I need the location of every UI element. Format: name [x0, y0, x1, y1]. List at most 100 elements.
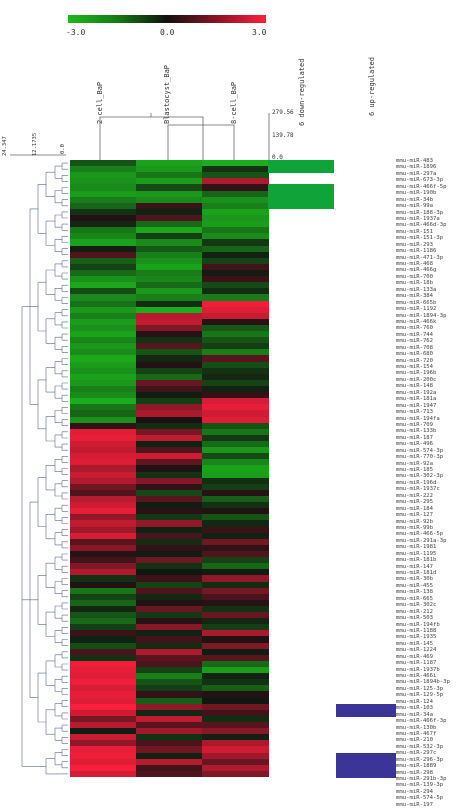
heatmap-cell: [202, 453, 269, 460]
heatmap-cell: [136, 214, 203, 222]
heatmap-cell: [202, 734, 269, 741]
row-label: mmu-miR-1937a: [396, 215, 440, 222]
row-label: mmu-miR-503: [396, 615, 434, 622]
row-label: mmu-miR-1224: [396, 647, 437, 654]
heatmap-cell: [202, 459, 269, 466]
row-label: mmu-miR-212: [396, 608, 434, 615]
heatmap-grid: [70, 160, 269, 778]
row-label: mmu-miR-770-3p: [396, 454, 444, 461]
heatmap-cell: [70, 685, 137, 692]
heatmap-cell: [202, 630, 269, 637]
heatmap-cell: [136, 630, 203, 637]
down-regulated-bar: [268, 184, 334, 192]
heatmap-cell: [136, 276, 203, 283]
heatmap-cell: [136, 673, 203, 680]
row-label: mmu-miR-200c: [396, 376, 437, 383]
heatmap-cell: [70, 367, 137, 375]
heatmap-cell: [70, 263, 137, 271]
heatmap-cell: [202, 526, 269, 534]
row-dendrogram-scale: [10, 154, 66, 156]
heatmap-cell: [70, 324, 137, 332]
heatmap-cell: [202, 581, 269, 589]
heatmap-cell: [70, 667, 137, 674]
heatmap-cell: [136, 324, 203, 332]
row-label: mmu-miR-222: [396, 492, 434, 499]
heatmap-cell: [136, 648, 203, 656]
heatmap-cell: [70, 428, 137, 436]
heatmap-cell: [136, 599, 203, 607]
heatmap-cell: [202, 422, 269, 430]
heatmap-cell: [136, 667, 203, 674]
heatmap-cell: [202, 306, 269, 314]
heatmap-cell: [70, 477, 137, 485]
heatmap-cell: [136, 447, 203, 454]
row-label: mmu-miR-680: [396, 351, 434, 358]
heatmap-cell: [202, 569, 269, 576]
heatmap-cell: [202, 685, 269, 692]
heatmap-cell: [202, 514, 269, 521]
heatmap-cell: [136, 697, 203, 705]
heatmap-cell: [136, 251, 203, 259]
heatmap-cell: [202, 214, 269, 222]
heatmap-cell: [202, 294, 269, 301]
heatmap-cell: [202, 392, 269, 399]
heatmap-cell: [70, 581, 137, 589]
row-label: mmu-miR-709: [396, 421, 434, 428]
heatmap-cell: [202, 239, 269, 246]
heatmap-cell: [202, 196, 269, 204]
row-label: mmu-miR-139-3p: [396, 782, 444, 789]
row-dendrogram-branches: [21, 162, 68, 775]
heatmap-cell: [70, 489, 137, 497]
heatmap-cell: [202, 471, 269, 479]
heatmap-cell: [136, 367, 203, 375]
heatmap-cell: [70, 722, 137, 729]
heatmap-cell: [136, 734, 203, 741]
row-label: mmu-miR-1894b-3p: [396, 679, 450, 686]
heatmap-cell: [202, 612, 269, 619]
heatmap-cell: [136, 569, 203, 576]
column-dendrogram: [99, 113, 270, 161]
row-label: mmu-miR-466f-3p: [396, 718, 447, 725]
row-label: mmu-miR-468: [396, 261, 434, 267]
heatmap-cell: [202, 263, 269, 271]
heatmap-cell: [202, 691, 269, 699]
heatmap-cell: [70, 764, 137, 772]
heatmap-cell: [202, 386, 269, 393]
row-label: mmu-miR-103: [396, 705, 434, 712]
heatmap-cell: [70, 184, 137, 192]
heatmap-cell: [202, 441, 269, 448]
heatmap-cell: [70, 532, 137, 540]
row-label: mmu-miR-1186: [396, 248, 437, 255]
heatmap-cell: [70, 447, 137, 454]
heatmap-cell: [136, 441, 203, 448]
heatmap-cell: [70, 392, 137, 399]
heatmap-cell: [136, 557, 203, 564]
heatmap-cell: [70, 715, 137, 723]
heatmap-cell: [202, 550, 269, 558]
heatmap-cell: [70, 202, 137, 210]
heatmap-cell: [136, 502, 203, 509]
heatmap-cell: [136, 722, 203, 729]
heatmap-cell: [136, 495, 203, 503]
row-label: mmu-miR-665: [396, 595, 434, 602]
heatmap-cell: [70, 227, 137, 234]
heatmap-cell: [70, 575, 137, 582]
row-label: mmu-miR-574-3p: [396, 447, 444, 454]
heatmap-cell: [136, 538, 203, 546]
down-regulated-bar: [268, 190, 334, 198]
heatmap-cell: [136, 587, 203, 595]
heatmap-cell: [136, 263, 203, 271]
heatmap-cell: [70, 569, 137, 576]
row-label: mmu-miR-455: [396, 582, 434, 589]
row-label: mmu-miR-194fa: [396, 415, 440, 422]
heatmap-cell: [202, 379, 269, 387]
heatmap-cell: [70, 373, 137, 381]
heatmap-cell: [70, 459, 137, 466]
heatmap-cell: [202, 654, 269, 662]
row-label: mmu-miR-185: [396, 467, 434, 473]
row-label: mmu-miR-196d: [396, 479, 437, 486]
heatmap-cell: [136, 373, 203, 381]
heatmap-cell: [136, 386, 203, 393]
heatmap-cell: [70, 172, 137, 179]
heatmap-cell: [70, 166, 137, 173]
